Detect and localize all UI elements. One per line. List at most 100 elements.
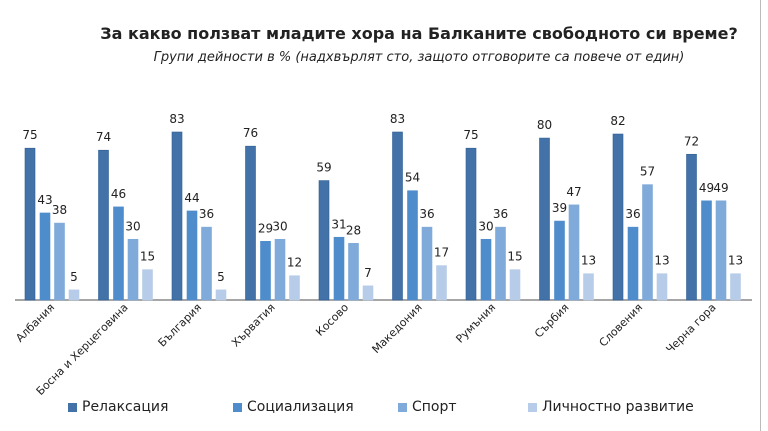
bar xyxy=(127,238,139,301)
bar xyxy=(171,131,183,301)
legend-swatch xyxy=(68,402,77,412)
bar xyxy=(627,226,639,301)
frame-border xyxy=(760,0,761,431)
bar xyxy=(348,243,359,301)
data-label: 75 xyxy=(22,128,37,142)
bar xyxy=(612,133,624,301)
data-label: 54 xyxy=(405,171,420,185)
bar xyxy=(568,204,580,301)
bar xyxy=(201,226,212,301)
data-label: 30 xyxy=(125,219,140,233)
data-label: 72 xyxy=(684,134,699,148)
data-label: 43 xyxy=(37,193,52,207)
bar xyxy=(318,180,330,301)
legend-item: Социализация xyxy=(233,399,354,415)
bar xyxy=(730,273,741,301)
data-label: 47 xyxy=(566,185,581,199)
x-tick-label: Македония xyxy=(370,301,425,356)
data-label: 82 xyxy=(610,114,625,128)
legend-item: Релаксация xyxy=(68,399,168,415)
bar xyxy=(24,147,36,301)
bar xyxy=(260,241,271,301)
legend-label: Личностно развитие xyxy=(542,399,694,415)
data-label: 38 xyxy=(52,203,67,217)
data-label: 46 xyxy=(111,187,126,201)
bar xyxy=(289,275,300,301)
bar xyxy=(333,236,345,301)
x-tick-label: Словения xyxy=(597,301,646,350)
data-label: 29 xyxy=(258,221,273,235)
x-tick-label: Черна гора xyxy=(664,301,719,356)
data-label: 75 xyxy=(463,128,478,142)
data-label: 12 xyxy=(287,256,302,270)
x-tick-label: Хърватия xyxy=(229,301,278,350)
bar xyxy=(421,226,433,301)
data-label: 13 xyxy=(654,254,669,268)
data-label: 36 xyxy=(199,207,214,221)
data-label: 5 xyxy=(70,270,78,284)
bar xyxy=(686,153,697,301)
data-label: 76 xyxy=(243,126,258,140)
bar xyxy=(113,206,124,301)
legend-label: Релаксация xyxy=(82,399,169,415)
bar xyxy=(142,269,153,301)
bar xyxy=(509,269,521,301)
bar xyxy=(642,184,653,301)
data-label: 30 xyxy=(272,219,287,233)
bar xyxy=(407,190,418,301)
data-label: 13 xyxy=(581,254,596,268)
data-label: 28 xyxy=(346,223,361,237)
x-tick-label: Сърбия xyxy=(532,301,572,341)
legend-swatch xyxy=(528,402,537,412)
bar xyxy=(362,285,374,301)
bar xyxy=(98,149,109,301)
bar xyxy=(480,238,492,301)
data-label: 15 xyxy=(140,250,155,264)
bar xyxy=(465,147,477,301)
data-label: 80 xyxy=(537,118,552,132)
x-tick-label: Косово xyxy=(313,301,351,339)
data-label: 15 xyxy=(507,250,522,264)
bar xyxy=(583,273,594,301)
legend-swatch xyxy=(398,402,407,412)
data-label: 44 xyxy=(184,191,199,205)
data-label: 13 xyxy=(728,254,743,268)
bar xyxy=(701,200,712,301)
data-label: 83 xyxy=(390,112,405,126)
data-label: 31 xyxy=(331,217,346,231)
legend-swatch xyxy=(233,402,242,412)
data-label: 36 xyxy=(419,207,434,221)
data-label: 83 xyxy=(169,112,184,126)
data-label: 5 xyxy=(217,270,225,284)
bar xyxy=(186,210,198,301)
data-label: 39 xyxy=(552,201,567,215)
legend-label: Спорт xyxy=(412,399,457,415)
bar xyxy=(68,289,80,301)
data-label: 59 xyxy=(316,161,331,175)
data-label: 36 xyxy=(625,207,640,221)
legend-label: Социализация xyxy=(247,399,354,415)
bar xyxy=(274,238,286,301)
legend-item: Спорт xyxy=(398,399,457,415)
data-label: 36 xyxy=(493,207,508,221)
data-label: 30 xyxy=(478,219,493,233)
x-tick-label: Румъния xyxy=(453,301,498,346)
bar xyxy=(215,289,227,301)
chart-title: За какво ползват младите хора на Балкани… xyxy=(100,24,738,43)
bar xyxy=(539,137,550,301)
x-tick-label: България xyxy=(156,301,205,350)
data-label: 49 xyxy=(699,181,714,195)
bar xyxy=(392,131,403,301)
bar xyxy=(245,145,256,301)
bar xyxy=(495,226,506,301)
bar xyxy=(715,200,727,301)
chart-subtitle: Групи дейности в % (надхвърлят сто, защо… xyxy=(153,50,685,65)
bar xyxy=(39,212,51,301)
legend-item: Личностно развитие xyxy=(528,399,694,415)
data-label: 57 xyxy=(640,165,655,179)
bar xyxy=(54,222,65,301)
bar xyxy=(656,273,668,301)
bar xyxy=(554,220,565,301)
x-tick-label: Албания xyxy=(13,301,57,345)
data-label: 17 xyxy=(434,246,449,260)
